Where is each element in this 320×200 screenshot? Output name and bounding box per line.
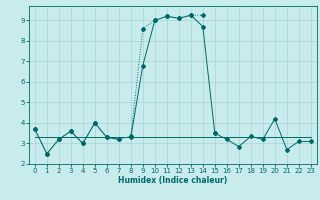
- X-axis label: Humidex (Indice chaleur): Humidex (Indice chaleur): [118, 176, 228, 185]
